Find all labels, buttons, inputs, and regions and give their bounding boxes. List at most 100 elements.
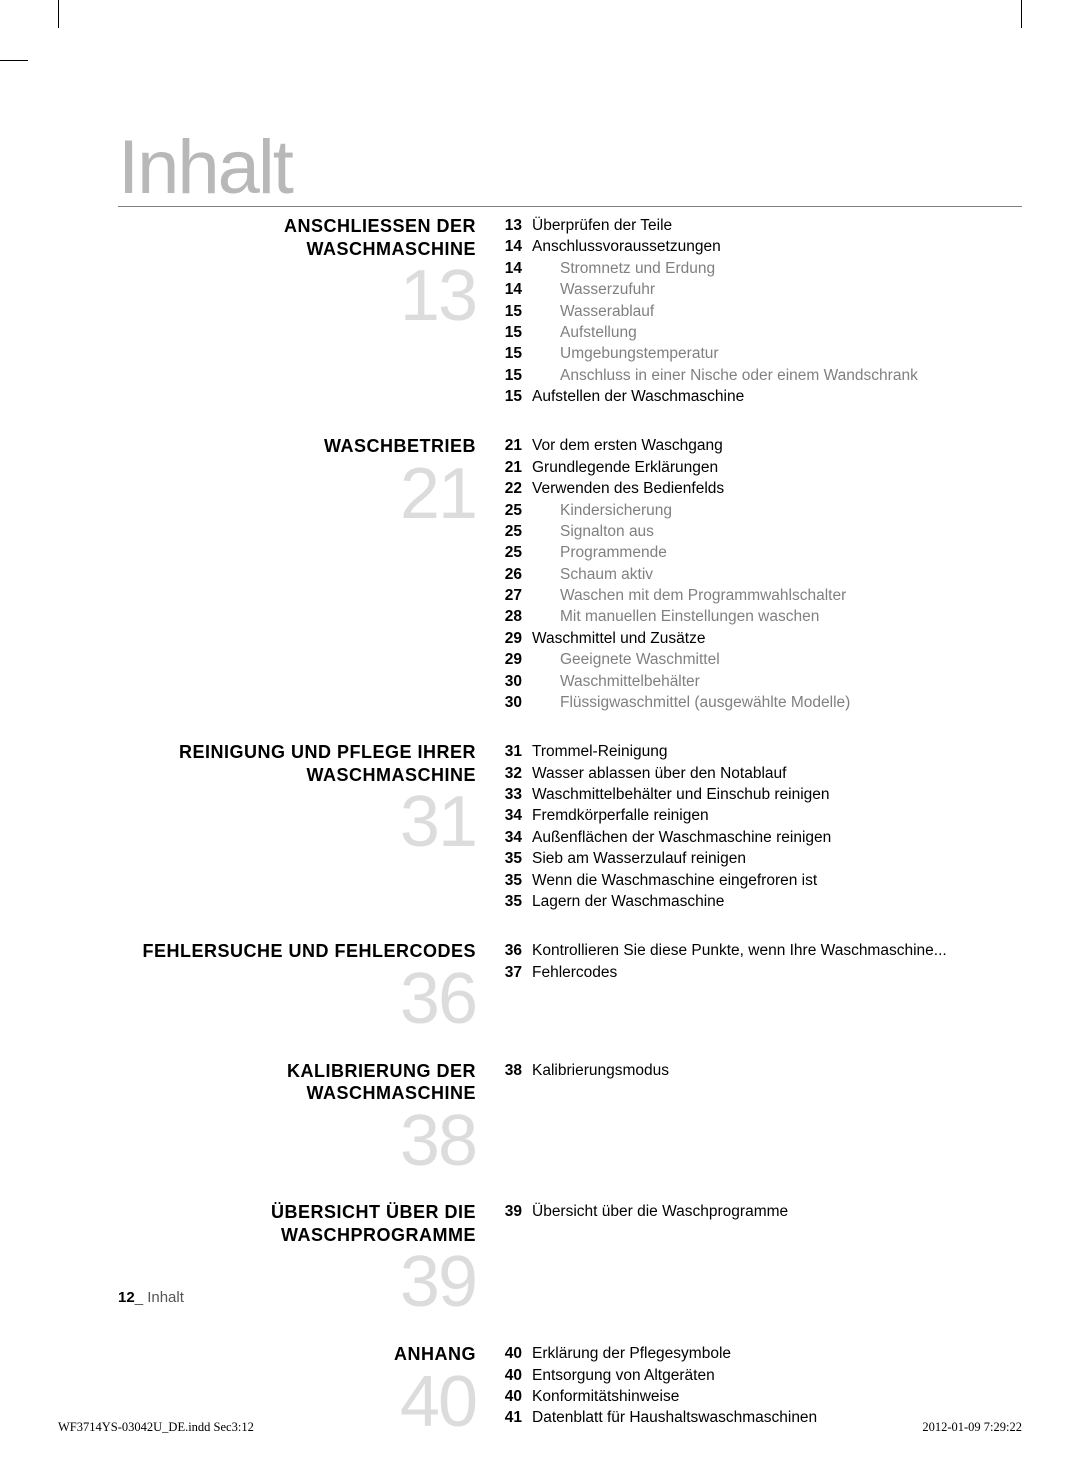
toc-entry-text: Lagern der Waschmaschine [532, 891, 1022, 912]
toc-section-title: REINIGUNG UND PFLEGE IHRERWASCHMASCHINE [118, 741, 476, 786]
crop-mark [58, 0, 59, 28]
toc-entry-page: 36 [498, 940, 532, 961]
toc-entry: 35Lagern der Waschmaschine [498, 891, 1022, 912]
toc-entries: 40Erklärung der Pflegesymbole40Entsorgun… [498, 1343, 1022, 1429]
toc-entry-text: Waschmittelbehälter und Einschub reinige… [532, 784, 1022, 805]
toc-entry-text: Geeignete Waschmittel [532, 649, 1022, 670]
toc-entry-text: Anschluss in einer Nische oder einem Wan… [532, 365, 1022, 386]
toc-entry-text: Fremdkörperfalle reinigen [532, 805, 1022, 826]
toc-entry-page: 21 [498, 435, 532, 456]
toc-entry: 36Kontrollieren Sie diese Punkte, wenn I… [498, 940, 1022, 961]
toc-entry: 33Waschmittelbehälter und Einschub reini… [498, 784, 1022, 805]
toc-entry: 38Kalibrierungsmodus [498, 1060, 1022, 1081]
toc-entry-page: 34 [498, 805, 532, 826]
toc-section-title: KALIBRIERUNG DERWASCHMASCHINE [118, 1060, 476, 1105]
toc-section: WASCHBETRIEB2121Vor dem ersten Waschgang… [118, 435, 1022, 713]
toc-entry-text: Konformitätshinweise [532, 1386, 1022, 1407]
toc-entry-text: Fehlercodes [532, 962, 1022, 983]
toc-entry-page: 35 [498, 891, 532, 912]
toc-entry-text: Entsorgung von Altgeräten [532, 1365, 1022, 1386]
toc-section-number: 38 [118, 1109, 476, 1174]
toc-entry-text: Wenn die Waschmaschine eingefroren ist [532, 870, 1022, 891]
toc-entry-page: 33 [498, 784, 532, 805]
toc-entry-text: Flüssigwaschmittel (ausgewählte Modelle) [532, 692, 1022, 713]
page-footer: 12_ Inhalt [118, 1289, 184, 1306]
toc-section: KALIBRIERUNG DERWASCHMASCHINE3838Kalibri… [118, 1060, 1022, 1174]
toc-entry-text: Sieb am Wasserzulauf reinigen [532, 848, 1022, 869]
toc-section-number: 13 [118, 264, 476, 329]
toc-entry-text: Erklärung der Pflegesymbole [532, 1343, 1022, 1364]
toc-entry: 34Fremdkörperfalle reinigen [498, 805, 1022, 826]
toc-entries: 39Übersicht über die Waschprogramme [498, 1201, 1022, 1222]
toc-entry-text: Überprüfen der Teile [532, 215, 1022, 236]
toc-entry: 37Fehlercodes [498, 962, 1022, 983]
toc-entry-page: 15 [498, 343, 532, 364]
toc-entry-text: Kontrollieren Sie diese Punkte, wenn Ihr… [532, 940, 1022, 961]
toc-entry: 30Waschmittelbehälter [498, 671, 1022, 692]
toc-entry: 32Wasser ablassen über den Notablauf [498, 763, 1022, 784]
toc-entry-text: Aufstellung [532, 322, 1022, 343]
toc-entry: 29Waschmittel und Zusätze [498, 628, 1022, 649]
toc-entries: 31Trommel-Reinigung32Wasser ablassen übe… [498, 741, 1022, 912]
table-of-contents: ANSCHLIESSEN DERWASCHMASCHINE1313 Überprü… [118, 215, 1022, 1434]
toc-entry: 40Entsorgung von Altgeräten [498, 1365, 1022, 1386]
crop-mark [0, 60, 28, 61]
toc-entry: 22Verwenden des Bedienfelds [498, 478, 1022, 499]
toc-entry-text: Signalton aus [532, 521, 1022, 542]
toc-entry: 30Flüssigwaschmittel (ausgewählte Modell… [498, 692, 1022, 713]
toc-entry-page: 26 [498, 564, 532, 585]
toc-entries: 21Vor dem ersten Waschgang21Grundlegende… [498, 435, 1022, 713]
imprint-bar: WF3714YS-03042U_DE.indd Sec3:12 2012-01-… [58, 1420, 1022, 1435]
toc-entry: 27Waschen mit dem Programmwahlschalter [498, 585, 1022, 606]
toc-entry: 14Wasserzufuhr [498, 279, 1022, 300]
toc-entry-page: 31 [498, 741, 532, 762]
toc-entry-text: Trommel-Reinigung [532, 741, 1022, 762]
toc-entry-page: 39 [498, 1201, 532, 1222]
toc-entry-text: Vor dem ersten Waschgang [532, 435, 1022, 456]
toc-section: ÜBERSICHT ÜBER DIEWASCHPROGRAMME 3939Über… [118, 1201, 1022, 1315]
toc-entry-page: 40 [498, 1365, 532, 1386]
toc-entry-page: 28 [498, 606, 532, 627]
toc-entry-page: 38 [498, 1060, 532, 1081]
toc-entry: 15Wasserablauf [498, 301, 1022, 322]
toc-section: FEHLERSUCHE UND FEHLERCODES3636Kontrolli… [118, 940, 1022, 1031]
toc-entry-text: Übersicht über die Waschprogramme [532, 1201, 1022, 1222]
toc-entry-page: 30 [498, 692, 532, 713]
toc-entry-page: 32 [498, 763, 532, 784]
toc-section-title: ÜBERSICHT ÜBER DIEWASCHPROGRAMME [118, 1201, 476, 1246]
page-title: Inhalt [118, 60, 1022, 207]
toc-section: REINIGUNG UND PFLEGE IHRERWASCHMASCHINE 3… [118, 741, 1022, 912]
toc-entry-page: 29 [498, 649, 532, 670]
toc-entry-page: 22 [498, 478, 532, 499]
toc-section-header: ANSCHLIESSEN DERWASCHMASCHINE13 [118, 215, 498, 329]
toc-entry: 40Konformitätshinweise [498, 1386, 1022, 1407]
imprint-filename: WF3714YS-03042U_DE.indd Sec3:12 [58, 1420, 254, 1435]
crop-mark [1021, 0, 1022, 28]
toc-entry-page: 29 [498, 628, 532, 649]
toc-entry-page: 25 [498, 542, 532, 563]
toc-entry: 35Wenn die Waschmaschine eingefroren ist [498, 870, 1022, 891]
toc-section-header: WASCHBETRIEB21 [118, 435, 498, 526]
toc-entry: 39Übersicht über die Waschprogramme [498, 1201, 1022, 1222]
toc-entry-text: Waschmittelbehälter [532, 671, 1022, 692]
toc-section: ANSCHLIESSEN DERWASCHMASCHINE1313 Überprü… [118, 215, 1022, 407]
toc-entry-page: 34 [498, 827, 532, 848]
toc-entry-page: 21 [498, 457, 532, 478]
toc-section-title: ANSCHLIESSEN DERWASCHMASCHINE [118, 215, 476, 260]
toc-entry-text: Stromnetz und Erdung [532, 258, 1022, 279]
toc-entry-page: 40 [498, 1343, 532, 1364]
toc-entry-page: 37 [498, 962, 532, 983]
toc-entry-text: Kalibrierungsmodus [532, 1060, 1022, 1081]
toc-entry: 15Aufstellung [498, 322, 1022, 343]
toc-entry-text: Kindersicherung [532, 500, 1022, 521]
toc-entry: 25Signalton aus [498, 521, 1022, 542]
toc-entry-page: 25 [498, 521, 532, 542]
toc-entries: 38Kalibrierungsmodus [498, 1060, 1022, 1081]
toc-entry: 15Aufstellen der Waschmaschine [498, 386, 1022, 407]
toc-entry: 25Kindersicherung [498, 500, 1022, 521]
toc-section-header: FEHLERSUCHE UND FEHLERCODES36 [118, 940, 498, 1031]
toc-entry-text: Programmende [532, 542, 1022, 563]
toc-entry-page: 40 [498, 1386, 532, 1407]
footer-label: _ Inhalt [135, 1289, 184, 1306]
toc-entry-text: Wasser ablassen über den Notablauf [532, 763, 1022, 784]
